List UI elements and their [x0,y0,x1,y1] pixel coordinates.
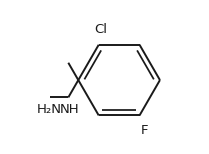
Text: H₂N: H₂N [37,103,62,116]
Text: Cl: Cl [94,23,107,36]
Text: NH: NH [59,103,79,116]
Text: F: F [140,124,148,137]
